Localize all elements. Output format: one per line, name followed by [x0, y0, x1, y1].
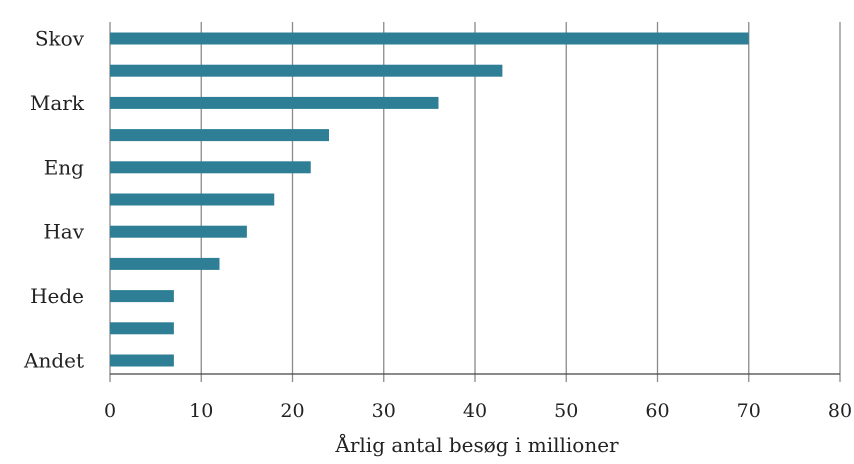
- bar: [110, 225, 247, 238]
- bar: [110, 322, 174, 335]
- bar: [110, 257, 220, 270]
- x-tick-label: 80: [828, 400, 852, 422]
- category-label: Mark: [30, 91, 85, 115]
- category-label: Eng: [44, 155, 84, 179]
- category-label: Skov: [35, 27, 85, 51]
- bar: [110, 161, 311, 174]
- x-tick-label: 0: [104, 400, 116, 422]
- category-labels: Skov Mark Eng Hav Hede Andet: [23, 27, 85, 373]
- bar: [110, 96, 439, 109]
- x-tick-label: 30: [372, 400, 396, 422]
- gridlines: [109, 22, 841, 382]
- category-label: Hav: [43, 220, 84, 244]
- bar: [110, 290, 174, 303]
- x-tick-label: 70: [737, 400, 761, 422]
- bar: [110, 193, 275, 206]
- x-tick-label: 40: [463, 400, 487, 422]
- bar: [110, 354, 174, 367]
- bar: [110, 129, 329, 142]
- x-axis-title: Årlig antal besøg i millioner: [334, 432, 619, 457]
- x-tick-label: 60: [645, 400, 669, 422]
- x-tick-labels: 0 10 20 30 40 50 60 70 80: [104, 400, 852, 422]
- x-tick-label: 20: [280, 400, 304, 422]
- x-tick-label: 50: [554, 400, 578, 422]
- bars: [110, 32, 749, 367]
- x-tick-label: 10: [189, 400, 213, 422]
- bar: [110, 32, 749, 45]
- category-label: Andet: [23, 349, 84, 373]
- category-label: Hede: [30, 284, 84, 308]
- bar: [110, 64, 503, 77]
